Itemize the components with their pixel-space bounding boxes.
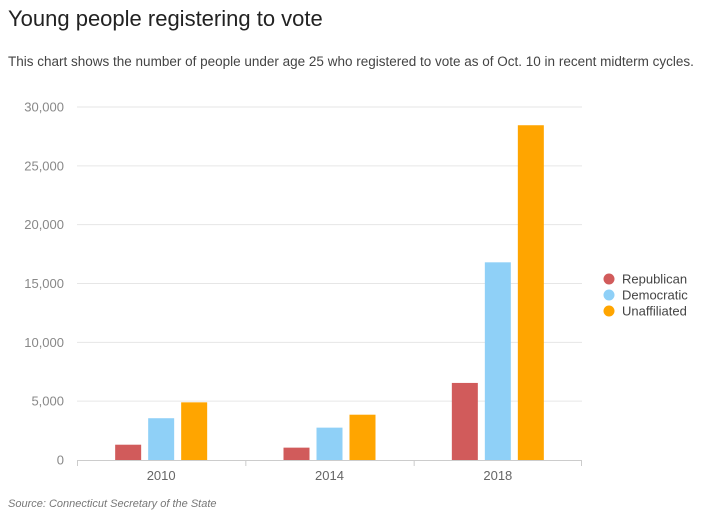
- y-axis-ticks: 0 5,000 10,000 15,000 20,000 25,000 30,000: [24, 100, 64, 468]
- x-axis: 2010 2014 2018: [77, 460, 582, 483]
- legend-label: Republican: [622, 272, 687, 287]
- chart-subtitle: This chart shows the number of people un…: [8, 54, 694, 69]
- y-tick-label: 0: [57, 453, 64, 468]
- bar-unaffiliated-2018: [517, 125, 544, 460]
- y-tick-label: 30,000: [24, 100, 64, 115]
- y-tick-label: 10,000: [24, 335, 64, 350]
- bar-republican-2010: [115, 444, 142, 460]
- bars: [115, 125, 544, 460]
- y-tick-label: 5,000: [31, 394, 64, 409]
- bar-democratic-2010: [148, 418, 175, 460]
- y-tick-label: 15,000: [24, 276, 64, 291]
- legend-swatch: [603, 305, 615, 317]
- bar-democratic-2014: [316, 427, 343, 460]
- bar-unaffiliated-2014: [349, 414, 376, 460]
- y-tick-label: 20,000: [24, 217, 64, 232]
- bar-unaffiliated-2010: [181, 402, 208, 460]
- legend-swatch: [603, 289, 615, 301]
- bar-democratic-2018: [484, 262, 511, 460]
- y-tick-label: 25,000: [24, 158, 64, 173]
- bar-republican-2014: [283, 447, 310, 460]
- legend-label: Unaffiliated: [622, 304, 687, 319]
- chart-title: Young people registering to vote: [8, 6, 323, 31]
- x-tick-label: 2018: [483, 468, 512, 483]
- bar-republican-2018: [451, 382, 478, 460]
- legend-label: Democratic: [622, 288, 688, 303]
- x-tick-label: 2010: [147, 468, 176, 483]
- x-tick-label: 2014: [315, 468, 344, 483]
- legend-swatch: [603, 273, 615, 285]
- source-note: Source: Connecticut Secretary of the Sta…: [8, 498, 217, 510]
